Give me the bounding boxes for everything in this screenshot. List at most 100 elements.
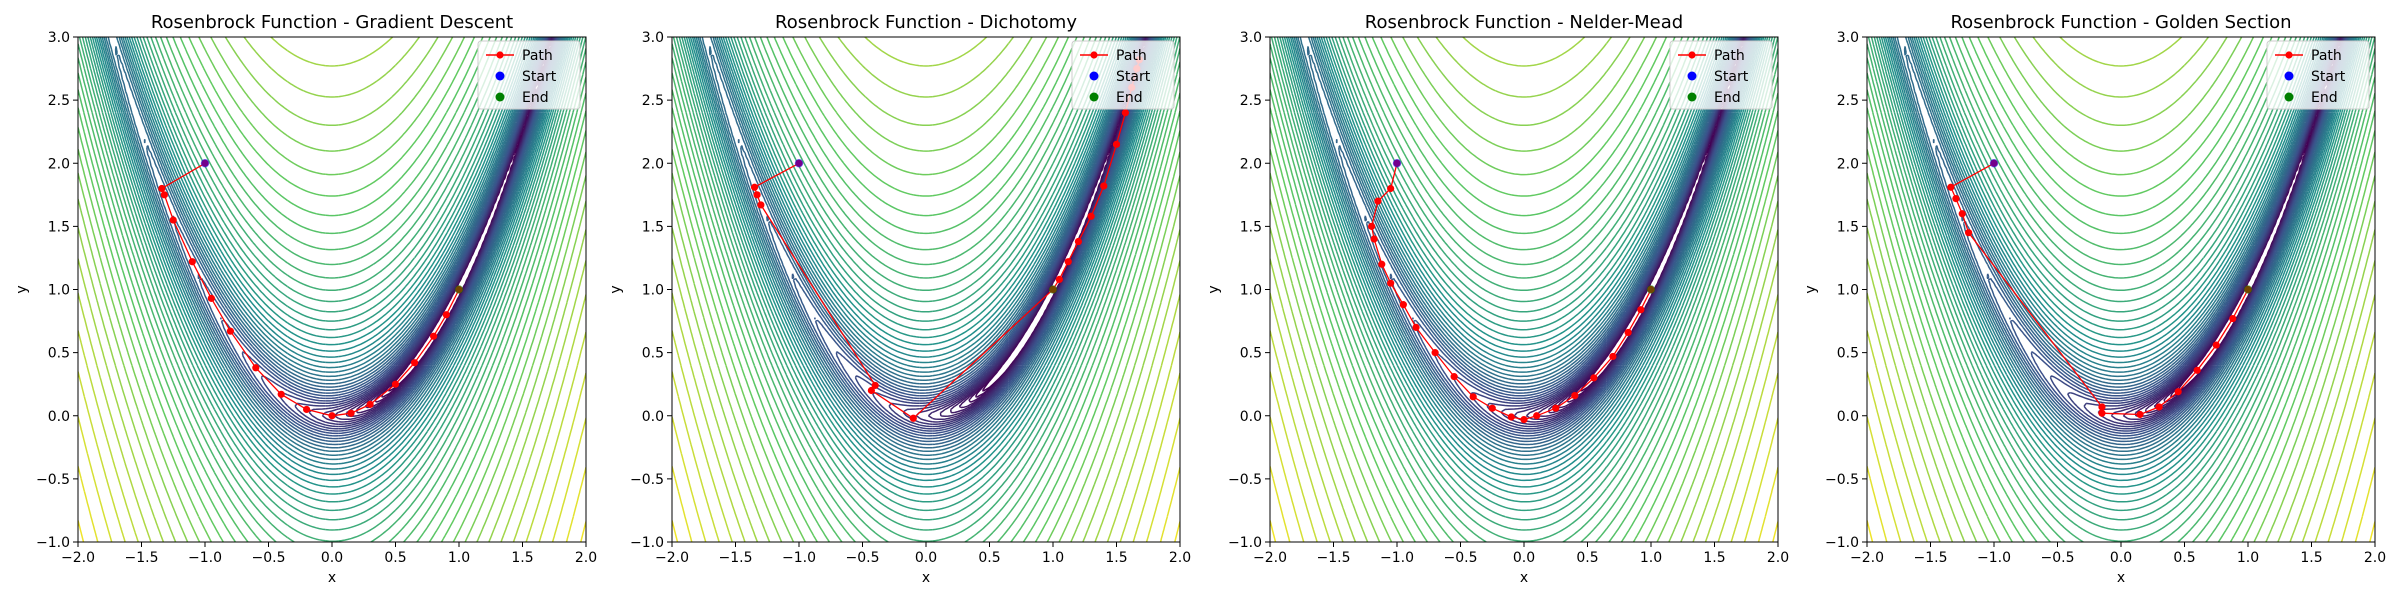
y-tick-label: 2.5 [48, 93, 70, 109]
contour-line [672, 37, 1180, 542]
y-tick-label: −1.0 [1228, 535, 1262, 551]
path-point [1368, 222, 1376, 230]
y-tick-label: 2.5 [1240, 93, 1262, 109]
x-tick-label: 1.5 [1703, 550, 1725, 566]
path-point [226, 327, 234, 335]
contour-line [1867, 330, 2375, 542]
y-tick-label: −0.5 [36, 472, 70, 488]
path-point [1965, 229, 1973, 237]
y-tick-label: 0.5 [1837, 346, 1859, 362]
x-axis-label: x [922, 570, 930, 586]
path-point [1370, 235, 1378, 243]
contour-line [95, 37, 571, 482]
x-tick-label: −0.5 [846, 550, 880, 566]
contour-line [78, 37, 586, 542]
contour-line [1867, 416, 2375, 542]
contour-line [78, 37, 586, 542]
path-point [909, 414, 917, 422]
start-point [200, 159, 210, 168]
contour-line [689, 37, 1165, 482]
x-tick-label: −1.5 [1317, 550, 1351, 566]
contour-line [1878, 37, 2366, 503]
y-tick-label: 2.0 [48, 156, 70, 172]
path-point [1637, 306, 1645, 314]
contour-line [1867, 37, 2375, 542]
y-axis-label: y [608, 285, 624, 293]
contour-line [1270, 520, 1778, 542]
y-tick-label: 3.0 [642, 30, 664, 46]
x-tick-label: −0.5 [2041, 550, 2075, 566]
contour-line [78, 466, 586, 542]
x-tick-label: −2.0 [61, 550, 95, 566]
contour-line [1270, 37, 1778, 542]
x-tick-label: 0.0 [915, 550, 937, 566]
contour-line [685, 37, 1169, 495]
legend-label-start: Start [1714, 69, 1749, 85]
x-tick-label: 2.0 [1169, 550, 1191, 566]
contour-line [78, 292, 586, 542]
x-tick-label: −1.0 [782, 550, 816, 566]
contour-line [1867, 466, 2375, 542]
contour-line [1270, 330, 1778, 542]
contour-line [1882, 37, 2362, 488]
contour-line [78, 37, 586, 542]
x-tick-label: −1.0 [188, 550, 222, 566]
contour-line [81, 37, 584, 531]
x-tick-label: 2.0 [1767, 550, 1789, 566]
contour-line [78, 416, 586, 542]
y-tick-label: −0.5 [630, 472, 664, 488]
y-tick-label: 2.0 [642, 156, 664, 172]
contour-line [1270, 37, 1778, 542]
contour-line [1281, 37, 1769, 503]
path-point [2174, 388, 2182, 396]
path-point [2136, 410, 2144, 419]
path-point [2098, 409, 2106, 417]
legend: Path Start End [1669, 40, 1773, 110]
x-tick-label: 1.5 [2300, 550, 2322, 566]
y-tick-label: −0.5 [1228, 472, 1262, 488]
contour-line [672, 37, 1180, 542]
path-point [753, 191, 761, 199]
path-point [347, 409, 355, 417]
y-tick-label: 0.5 [1240, 346, 1262, 362]
path-point [867, 386, 875, 395]
legend-label-path: Path [1714, 48, 1745, 64]
path-point [1387, 279, 1395, 287]
path-point [277, 390, 285, 398]
y-tick-label: −1.0 [1825, 535, 1859, 551]
contour-line [143, 37, 562, 446]
contour-line [672, 37, 1180, 542]
contour-line [1884, 37, 2360, 482]
y-tick-label: 1.0 [48, 283, 70, 299]
y-tick-label: 1.5 [48, 219, 70, 235]
path-point [750, 183, 759, 191]
contour-line [1270, 37, 1778, 542]
legend-start-marker [2284, 71, 2294, 81]
contour-line [1867, 371, 2375, 542]
path-point [252, 364, 260, 372]
legend: Path Start End [1071, 40, 1175, 110]
contour-line [1270, 292, 1778, 542]
path-point [2098, 403, 2106, 411]
end-point [1646, 285, 1656, 294]
y-tick-label: 2.5 [1837, 93, 1859, 109]
x-tick-label: 1.5 [1105, 550, 1127, 566]
legend-box [1669, 40, 1773, 110]
contour-line [1867, 37, 2375, 542]
subplot-1: −2.0 −1.5 −1.0 −0.5 0.0 0.5 1.0 1.5 2.0 −1.0 −0.5 0… [14, 12, 597, 586]
contour-line [672, 371, 1180, 542]
y-tick-label: 0.0 [1837, 409, 1859, 425]
contour-line [1364, 37, 1753, 443]
legend-label-end: End [1714, 90, 1741, 106]
contour-line [1880, 37, 2364, 495]
legend-end-marker [495, 92, 505, 102]
contour-line [693, 37, 1162, 470]
y-axis-label: y [14, 285, 30, 293]
contour-line [1867, 37, 2375, 542]
contour-line [172, 37, 561, 443]
path-point [410, 359, 419, 367]
subplot-4: −2.0 −1.5 −1.0 −0.5 0.0 0.5 1.0 1.5 2.0 −1.0 −0.5 0… [1803, 12, 2386, 586]
x-tick-label: 2.0 [2364, 550, 2386, 566]
contour-line [78, 37, 586, 542]
path-point [1412, 323, 1420, 331]
